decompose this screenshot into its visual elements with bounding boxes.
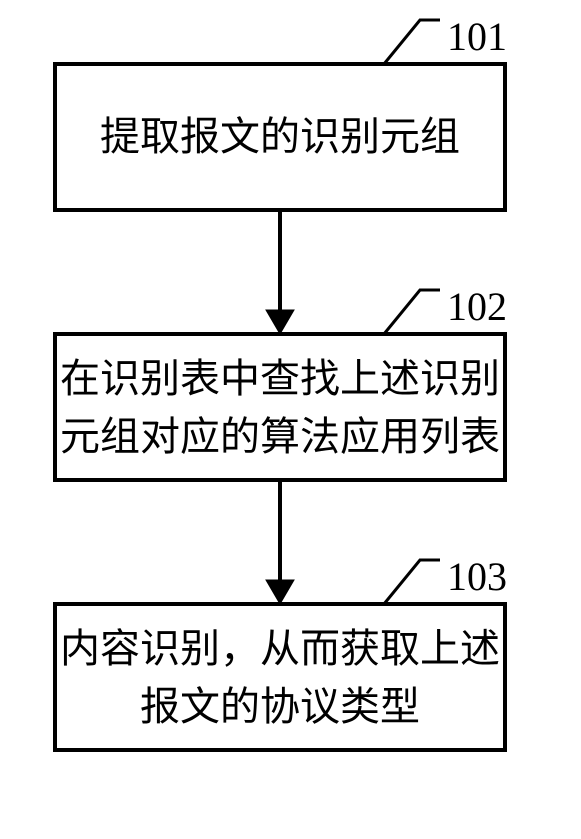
step-103-text-line-1: 内容识别，从而获取上述 [60,626,500,671]
step-102-text-line-2: 元组对应的算法应用列表 [60,414,500,459]
step-102-label: 102 [447,284,507,329]
step-102-leader [384,290,440,334]
arrow-step-101-to-step-102 [266,210,294,334]
arrow-head-icon [266,310,294,334]
step-101-leader [384,20,440,64]
step-102-text-line-1: 在识别表中查找上述识别 [60,356,500,401]
step-101: 101 提取报文的识别元组 [55,14,507,210]
arrow-head-icon [266,580,294,604]
arrow-step-102-to-step-103 [266,480,294,604]
step-101-label: 101 [447,14,507,59]
step-101-text-line-1: 提取报文的识别元组 [100,114,460,159]
flowchart: 101 提取报文的识别元组 102 在识别表中查找上述识别元组对应的算法应用列表 103… [0,0,581,839]
step-103-label: 103 [447,554,507,599]
step-103-leader [384,560,440,604]
step-103-text-line-2: 报文的协议类型 [140,684,420,729]
